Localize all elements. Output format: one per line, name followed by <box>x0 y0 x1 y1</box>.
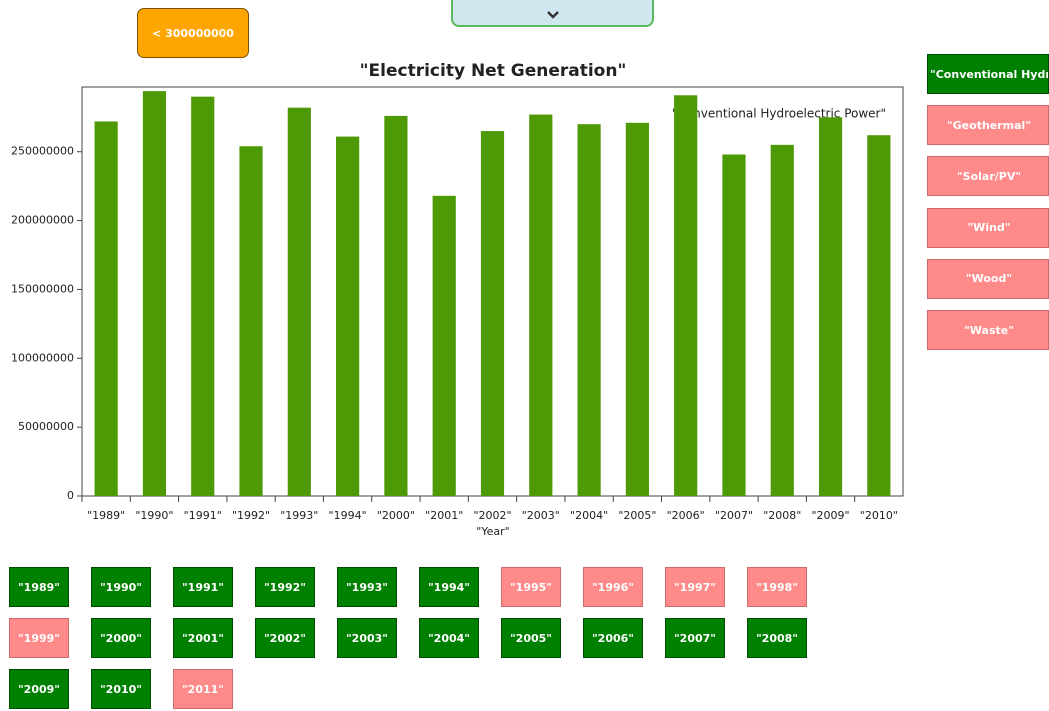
x-tick-label: "1994" <box>329 509 367 522</box>
x-tick-label: "1992" <box>232 509 270 522</box>
x-tick-label: "1991" <box>184 509 222 522</box>
year-button[interactable]: "1998" <box>747 567 807 607</box>
year-button[interactable]: "1991" <box>173 567 233 607</box>
chevron <box>547 11 559 19</box>
year-button[interactable]: "2009" <box>9 669 69 709</box>
bar <box>867 135 891 496</box>
x-tick-label: "1990" <box>135 509 173 522</box>
bar <box>577 124 601 496</box>
year-button[interactable]: "2000" <box>91 618 151 658</box>
legend-label: "Conventional Hydroelectric Power" <box>672 107 886 121</box>
y-tick-label: 50000000 <box>18 420 74 433</box>
x-tick-label: "1989" <box>87 509 125 522</box>
y-tick-label: 0 <box>67 489 74 502</box>
x-tick-label: "2008" <box>763 509 801 522</box>
source-button[interactable]: "Solar/PV" <box>927 156 1049 197</box>
year-button[interactable]: "2008" <box>747 618 807 658</box>
x-axis-label: "Year" <box>476 525 509 538</box>
bar <box>239 146 263 496</box>
bar <box>818 117 843 496</box>
x-tick-label: "2006" <box>667 509 705 522</box>
source-button[interactable]: "Geothermal" <box>927 105 1049 146</box>
year-button[interactable]: "1995" <box>501 567 561 607</box>
year-button[interactable]: "2005" <box>501 618 561 658</box>
panel-tab[interactable] <box>451 0 654 27</box>
year-button[interactable]: "1989" <box>9 567 69 607</box>
year-button[interactable]: "2001" <box>173 618 233 658</box>
bar <box>480 131 505 497</box>
bar <box>529 114 553 496</box>
x-tick-label: "2002" <box>473 509 511 522</box>
year-button[interactable]: "1996" <box>583 567 643 607</box>
bar <box>142 91 167 496</box>
year-button[interactable]: "2006" <box>583 618 643 658</box>
year-button[interactable]: "2002" <box>255 618 315 658</box>
bar <box>625 122 649 496</box>
source-button[interactable]: "Conventional Hydroelectric Power" <box>927 54 1049 94</box>
year-button[interactable]: "1992" <box>255 567 315 607</box>
x-tick-label: "2003" <box>522 509 560 522</box>
year-button[interactable]: "1993" <box>337 567 397 607</box>
year-button[interactable]: "2004" <box>419 618 479 658</box>
filter-button[interactable]: < 300000000 <box>137 8 249 58</box>
x-tick-label: "1993" <box>280 509 318 522</box>
x-tick-label: "2004" <box>570 509 608 522</box>
chart: "Electricity Net Generation" "Year" "Con… <box>11 61 904 538</box>
y-tick-label: 100000000 <box>11 351 74 364</box>
year-button[interactable]: "2010" <box>91 669 151 709</box>
year-button[interactable]: "1994" <box>419 567 479 607</box>
chart-title: "Electricity Net Generation" <box>360 61 627 81</box>
source-button[interactable]: "Waste" <box>927 310 1049 350</box>
bar <box>722 154 746 496</box>
year-button[interactable]: "1997" <box>665 567 725 607</box>
bar <box>770 144 794 496</box>
y-tick-label: 150000000 <box>11 282 74 295</box>
bar <box>191 96 215 496</box>
bar <box>384 115 408 496</box>
x-tick-label: "2007" <box>715 509 753 522</box>
x-tick-label: "2010" <box>860 509 898 522</box>
year-button[interactable]: "1999" <box>9 618 69 658</box>
x-tick-label: "2000" <box>377 509 415 522</box>
x-tick-label: "2001" <box>425 509 463 522</box>
x-tick-label: "2009" <box>811 509 849 522</box>
y-tick-label: 200000000 <box>11 214 74 227</box>
bar <box>287 107 311 497</box>
year-button[interactable]: "1990" <box>91 567 151 607</box>
x-tick-label: "2005" <box>618 509 656 522</box>
year-button[interactable]: "2003" <box>337 618 397 658</box>
bar <box>432 195 456 496</box>
bar <box>336 136 360 497</box>
year-button[interactable]: "2007" <box>665 618 725 658</box>
bar <box>94 121 118 496</box>
source-button[interactable]: "Wind" <box>927 207 1049 248</box>
year-button[interactable]: "2011" <box>173 669 233 709</box>
source-button[interactable]: "Wood" <box>927 258 1049 299</box>
y-tick-label: 250000000 <box>11 145 74 158</box>
bar <box>674 95 698 496</box>
